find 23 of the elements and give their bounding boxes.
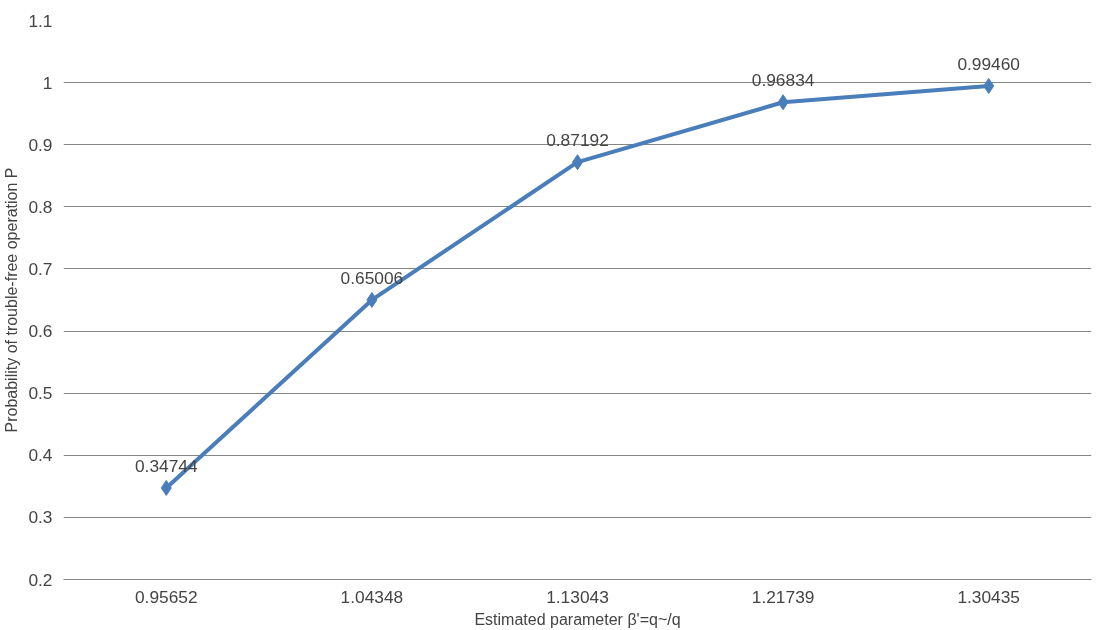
y-tick-label: 0.7 [28, 258, 53, 279]
point [160, 479, 172, 496]
y-tick-label: 0.9 [28, 134, 53, 155]
y-tick-label: 0.2 [28, 569, 53, 590]
y-tick-label: 0.8 [28, 196, 53, 217]
y-tick-label: 0.5 [28, 383, 53, 404]
y-tick-label: 0.6 [28, 321, 53, 342]
x-tick-label: 0.95652 [134, 586, 198, 607]
x-axis-title: Estimated parameter β'=q~/q [474, 610, 681, 628]
point [366, 291, 378, 308]
x-tick-label: 1.30435 [957, 586, 1021, 607]
y-tick-label: 1.1 [28, 10, 53, 31]
y-tick-label: 0.4 [28, 445, 53, 466]
data-label: 0.99460 [957, 53, 1021, 74]
point [983, 77, 995, 94]
y-tick-label: 0.3 [28, 507, 53, 528]
x-tick-label: 1.13043 [546, 586, 609, 607]
x-tick-label: 1.04348 [340, 586, 404, 607]
point [777, 94, 789, 111]
data-label: 0.65006 [340, 267, 404, 288]
x-tick-label: 1.21739 [751, 586, 815, 607]
y-axis-title: Probability of trouble-free operation P [3, 167, 21, 433]
y-tick-label: 1 [42, 72, 53, 93]
